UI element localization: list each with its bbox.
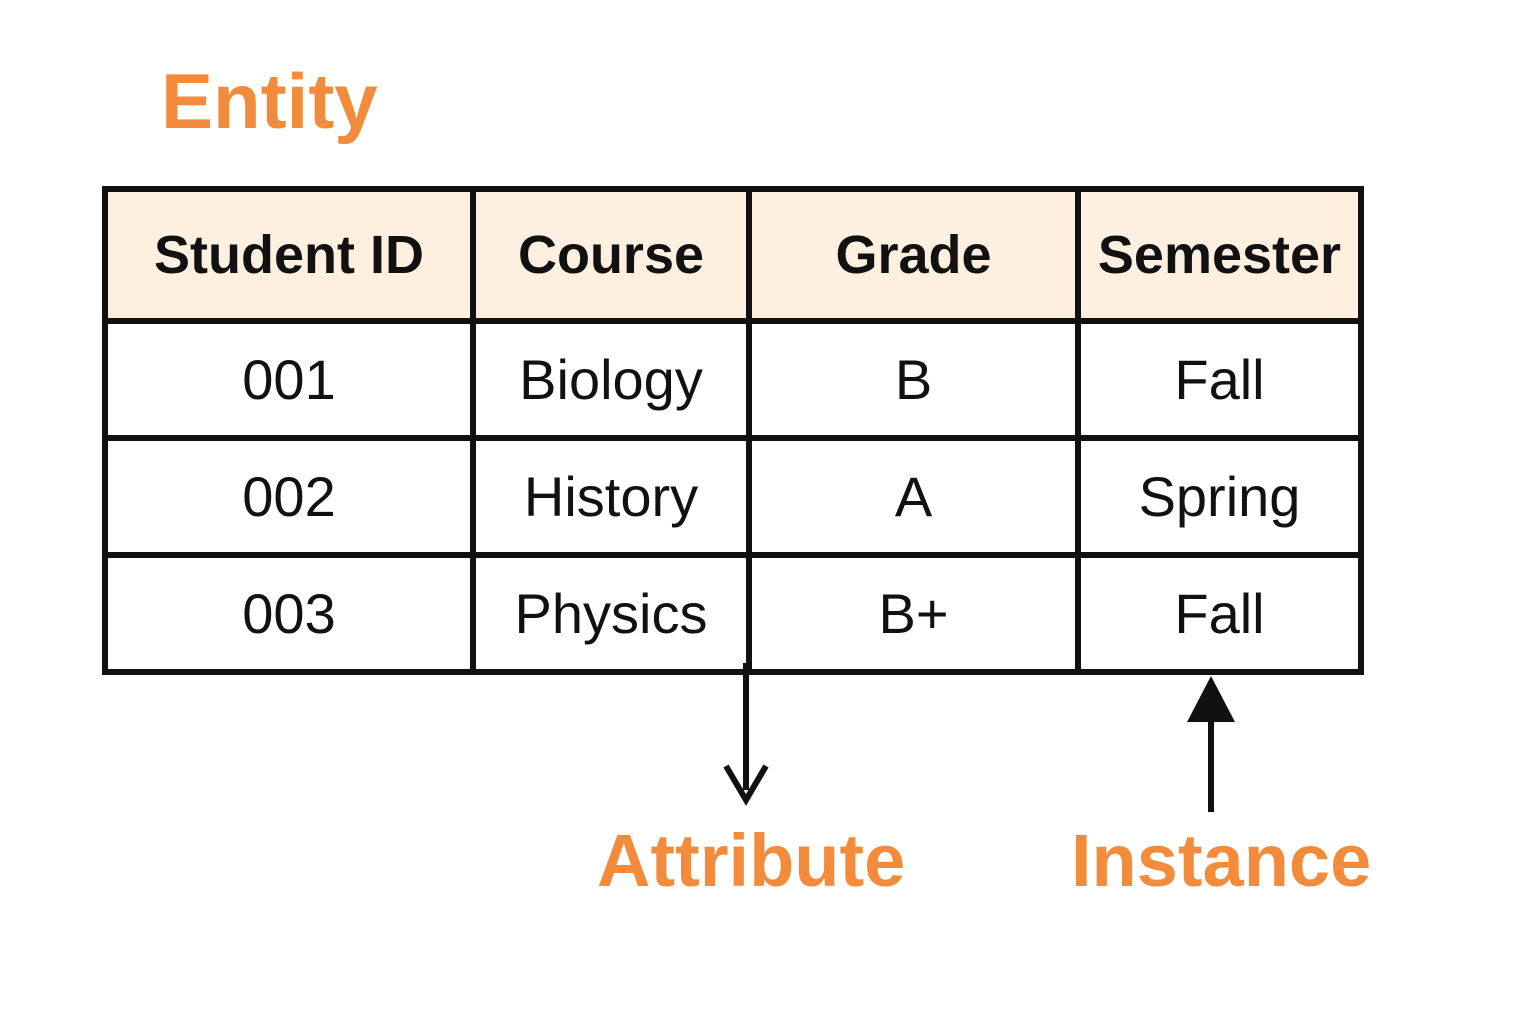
header-course: Course	[470, 186, 752, 324]
header-semester: Semester	[1075, 186, 1364, 324]
cell-grade: A	[746, 435, 1081, 558]
cell-grade: B	[746, 318, 1081, 441]
instance-arrowhead	[1187, 676, 1235, 722]
attribute-arrow	[723, 663, 769, 806]
entity-table: Student ID Course Grade Semester 001 Bio…	[102, 186, 1364, 675]
attribute-arrowhead	[723, 764, 769, 806]
instance-arrow	[1187, 676, 1235, 812]
cell-student-id: 001	[102, 318, 476, 441]
table-row: 001 Biology B Fall	[102, 318, 1364, 441]
entity-label: Entity	[161, 57, 378, 145]
cell-semester: Fall	[1075, 318, 1364, 441]
cell-student-id: 002	[102, 435, 476, 558]
cell-grade: B+	[746, 552, 1081, 675]
cell-semester: Spring	[1075, 435, 1364, 558]
cell-student-id: 003	[102, 552, 476, 675]
attribute-label: Attribute	[597, 819, 906, 902]
cell-semester: Fall	[1075, 552, 1364, 675]
instance-label: Instance	[1071, 819, 1372, 902]
table-row: 003 Physics B+ Fall	[102, 552, 1364, 675]
cell-course: History	[470, 435, 752, 558]
header-grade: Grade	[746, 186, 1081, 324]
cell-course: Physics	[470, 552, 752, 675]
cell-course: Biology	[470, 318, 752, 441]
table-row: 002 History A Spring	[102, 435, 1364, 558]
header-student-id: Student ID	[102, 186, 476, 324]
table-header-row: Student ID Course Grade Semester	[102, 186, 1364, 324]
